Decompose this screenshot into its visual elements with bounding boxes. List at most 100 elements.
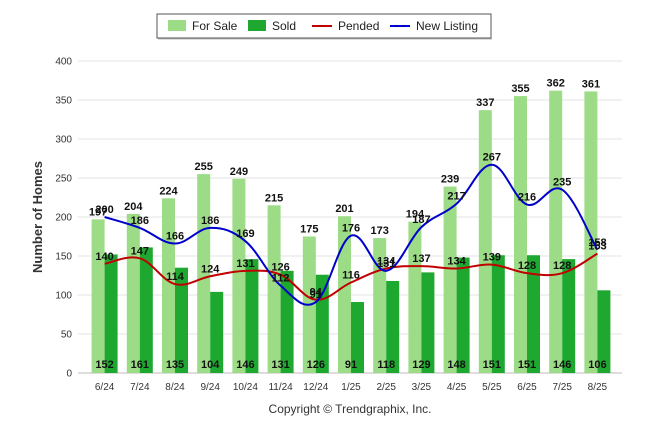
x-tick-label: 2/25 (376, 382, 396, 393)
y-tick-label: 100 (55, 291, 72, 302)
label-for-sale: 255 (195, 161, 213, 173)
label-for-sale: 362 (547, 78, 565, 90)
label-sold: 129 (412, 359, 430, 371)
label-pended: 128 (553, 260, 571, 272)
bar-sold (421, 272, 435, 373)
label-for-sale: 194 (406, 209, 425, 221)
label-pended: 137 (412, 253, 430, 265)
bar-for-sale (126, 213, 140, 373)
line-pended (104, 252, 598, 301)
label-sold: 106 (588, 359, 606, 371)
legend: For Sale Sold Pended New Listing (156, 13, 492, 40)
label-new-listing: 186 (201, 215, 219, 227)
y-tick-label: 350 (55, 96, 72, 107)
data-labels: 197 152 140 200 204 161 147 186 224 135 114 166 255 1… (89, 78, 607, 371)
label-for-sale: 201 (335, 203, 353, 215)
bar-sold (527, 255, 540, 373)
label-new-listing: 216 (518, 192, 536, 204)
x-tick-label: 7/25 (552, 382, 572, 393)
bar-sold (562, 259, 576, 373)
label-for-sale: 175 (300, 224, 318, 236)
bar-for-sale (584, 91, 598, 374)
y-axis-label: Number of Homes (30, 161, 45, 273)
label-new-listing: 166 (166, 231, 184, 243)
label-sold: 91 (345, 359, 357, 371)
label-new-listing: 200 (95, 204, 113, 216)
label-new-listing: 112 (272, 273, 290, 285)
copyright-credit: Copyright © Trendgraphix, Inc. (269, 402, 432, 416)
label-for-sale: 173 (371, 225, 389, 237)
label-for-sale: 197 (89, 206, 107, 218)
bar-for-sale (443, 186, 457, 373)
bar-sold (456, 257, 470, 373)
label-new-listing: 217 (447, 191, 465, 203)
label-pended: 116 (342, 270, 360, 282)
bar-sold (386, 280, 400, 373)
label-sold: 104 (201, 359, 220, 371)
label-pended: 131 (236, 258, 254, 270)
line-new-listing (104, 163, 599, 306)
label-pended: 153 (588, 241, 606, 253)
label-pended: 94 (310, 287, 323, 299)
y-tick-label: 150 (55, 252, 72, 263)
label-sold: 161 (131, 359, 149, 371)
bars (91, 90, 611, 374)
y-tick-label: 0 (66, 369, 72, 380)
legend-swatch-sold (248, 20, 266, 31)
label-pended: 114 (166, 271, 185, 283)
label-sold: 151 (518, 359, 536, 371)
bar-sold (210, 291, 224, 373)
bar-for-sale (197, 174, 211, 373)
bar-for-sale (514, 96, 527, 373)
y-axis: 0 50 100 150 200 250 300 350 400 (55, 57, 72, 380)
label-pended: 139 (483, 252, 501, 264)
label-for-sale: 361 (582, 78, 600, 90)
x-tick-label: 1/25 (341, 382, 361, 393)
y-tick-label: 400 (55, 57, 72, 68)
legend-label-sold: Sold (272, 19, 296, 33)
x-tick-label: 7/24 (130, 382, 150, 393)
x-tick-label: 6/25 (517, 382, 537, 393)
x-tick-label: 9/24 (200, 382, 220, 393)
legend-box (156, 13, 492, 39)
bar-sold (597, 290, 611, 373)
bar-sold (139, 247, 153, 373)
label-sold: 126 (307, 359, 325, 371)
y-tick-label: 50 (61, 330, 73, 341)
label-new-listing: 169 (236, 228, 254, 240)
label-new-listing: 267 (483, 152, 501, 164)
label-sold: 131 (271, 359, 289, 371)
label-new-listing: 91 (310, 289, 322, 301)
x-tick-label: 8/24 (165, 382, 185, 393)
x-tick-label: 4/25 (447, 382, 467, 393)
label-pended: 126 (271, 262, 289, 274)
bar-for-sale (91, 219, 105, 373)
bar-for-sale (549, 90, 563, 373)
label-for-sale: 355 (511, 83, 529, 95)
label-for-sale: 239 (441, 174, 459, 186)
label-for-sale: 204 (124, 201, 143, 213)
x-tick-label: 3/25 (412, 382, 432, 393)
x-axis: 6/24 7/24 8/24 9/24 10/24 11/24 12/24 1/25 2/25 3… (95, 382, 608, 393)
legend-label-new-listing: New Listing (416, 19, 478, 33)
bar-for-sale (408, 221, 422, 373)
bar-for-sale (338, 216, 351, 373)
label-pended: 140 (95, 251, 113, 263)
label-pended: 124 (201, 263, 220, 275)
bar-sold (245, 259, 259, 373)
y-tick-label: 200 (55, 213, 72, 224)
bar-for-sale (478, 110, 492, 373)
bar-for-sale (267, 205, 281, 373)
bar-sold (280, 270, 294, 373)
label-for-sale: 224 (159, 185, 178, 197)
bar-sold (491, 255, 505, 373)
x-tick-label: 10/24 (233, 382, 258, 393)
label-for-sale: 215 (265, 192, 283, 204)
bar-sold (175, 267, 188, 373)
label-new-listing: 131 (377, 258, 395, 270)
bar-sold (351, 302, 364, 373)
label-pended: 134 (447, 255, 466, 267)
label-for-sale: 249 (230, 166, 248, 178)
label-pended: 134 (377, 255, 396, 267)
label-sold: 151 (483, 359, 501, 371)
